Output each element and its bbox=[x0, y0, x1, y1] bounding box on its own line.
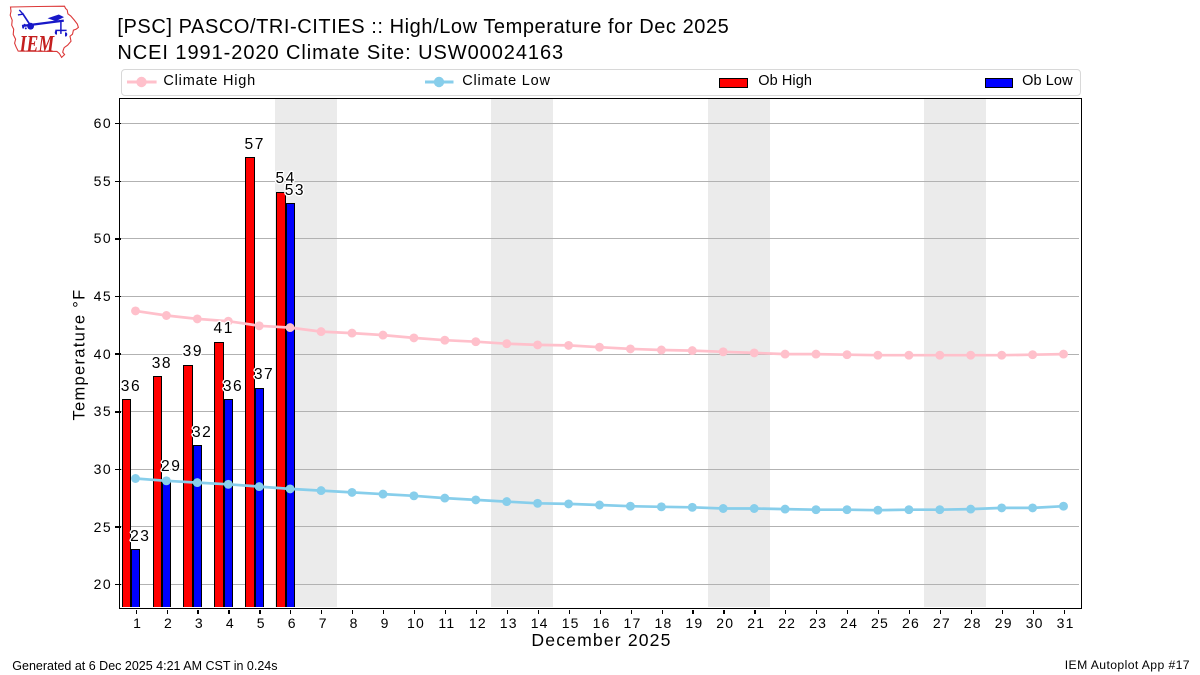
svg-text:IEM: IEM bbox=[18, 31, 54, 56]
